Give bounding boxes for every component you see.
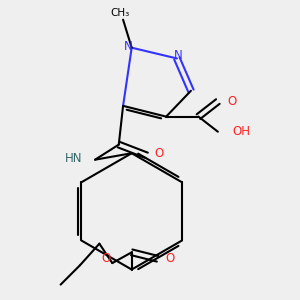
Text: HN: HN (65, 152, 82, 165)
Text: O: O (101, 252, 111, 265)
Text: O: O (227, 95, 237, 108)
Text: O: O (155, 147, 164, 160)
Text: O: O (166, 252, 175, 265)
Text: N: N (174, 49, 183, 62)
Text: N: N (123, 40, 132, 52)
Text: OH: OH (232, 125, 250, 138)
Text: CH₃: CH₃ (110, 8, 130, 18)
